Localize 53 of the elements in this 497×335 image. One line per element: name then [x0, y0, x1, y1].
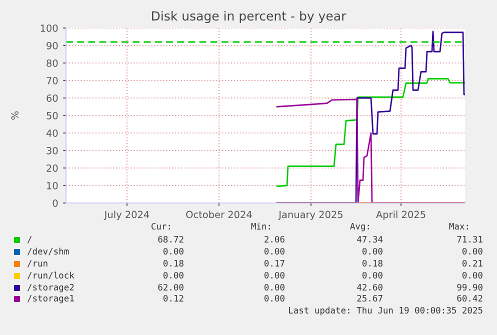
- legend-label: /storage2: [27, 284, 74, 292]
- text: 0.00: [164, 248, 184, 255]
- text: Cur:: [152, 222, 170, 230]
- text: 0.00: [462, 272, 482, 279]
- y-tick-label: 0: [52, 199, 58, 207]
- text: Min:: [251, 222, 270, 230]
- text: 0.18: [164, 260, 184, 267]
- text: 0.12: [164, 294, 184, 302]
- text: 2.06: [264, 236, 284, 243]
- text: 99.90: [457, 284, 482, 291]
- legend-label: /storage1: [27, 295, 74, 304]
- legend-label: /run/lock: [27, 272, 74, 280]
- y-tick-label: 60: [46, 94, 58, 102]
- text: 0.00: [362, 248, 382, 255]
- x-tick-label: July 2024: [104, 210, 150, 220]
- y-tick-label: 80: [46, 59, 58, 67]
- legend-label: /dev/shm: [27, 248, 69, 256]
- x-tick-label: April 2025: [376, 210, 426, 220]
- text: 62.00: [158, 284, 184, 291]
- text: 0.17: [264, 260, 284, 267]
- text: 0.18: [362, 260, 382, 267]
- y-tick-label: 10: [47, 182, 58, 190]
- y-tick-label: 40: [46, 129, 58, 137]
- text: 0.00: [264, 272, 284, 279]
- text: 60.42: [457, 294, 482, 302]
- chart-title: Disk usage in percent - by year: [152, 10, 346, 24]
- y-tick-label: 70: [46, 76, 58, 84]
- text: Avg:: [350, 223, 369, 232]
- text: 0.00: [264, 284, 284, 291]
- text: 42.60: [357, 284, 382, 291]
- text: Last update: Thu Jun 19 00:00:35 2025: [289, 306, 482, 316]
- y-tick-label: 90: [46, 42, 58, 50]
- text: 68.72: [158, 236, 184, 243]
- text: 47.34: [357, 236, 383, 243]
- y-axis-title: %: [11, 111, 18, 120]
- x-tick-label: October 2024: [186, 210, 252, 218]
- text: 25.67: [357, 294, 382, 302]
- y-tick-label: 100: [40, 24, 58, 32]
- line-series: [276, 78, 465, 188]
- text: 0.21: [462, 260, 482, 267]
- text: 0.00: [264, 294, 284, 302]
- x-tick-label: January 2025: [278, 210, 342, 220]
- y-tick-label: 20: [46, 164, 58, 172]
- text: 71.31: [457, 236, 482, 243]
- text: 0.00: [164, 272, 184, 279]
- legend-label: /: [27, 236, 32, 244]
- y-tick-label: 50: [46, 112, 58, 120]
- text: 0.00: [462, 248, 482, 255]
- text: 0.00: [264, 248, 284, 255]
- text: Max:: [449, 223, 468, 230]
- y-tick-label: 30: [46, 146, 58, 154]
- text: 0.00: [362, 272, 382, 279]
- legend-label: /run: [27, 260, 48, 268]
